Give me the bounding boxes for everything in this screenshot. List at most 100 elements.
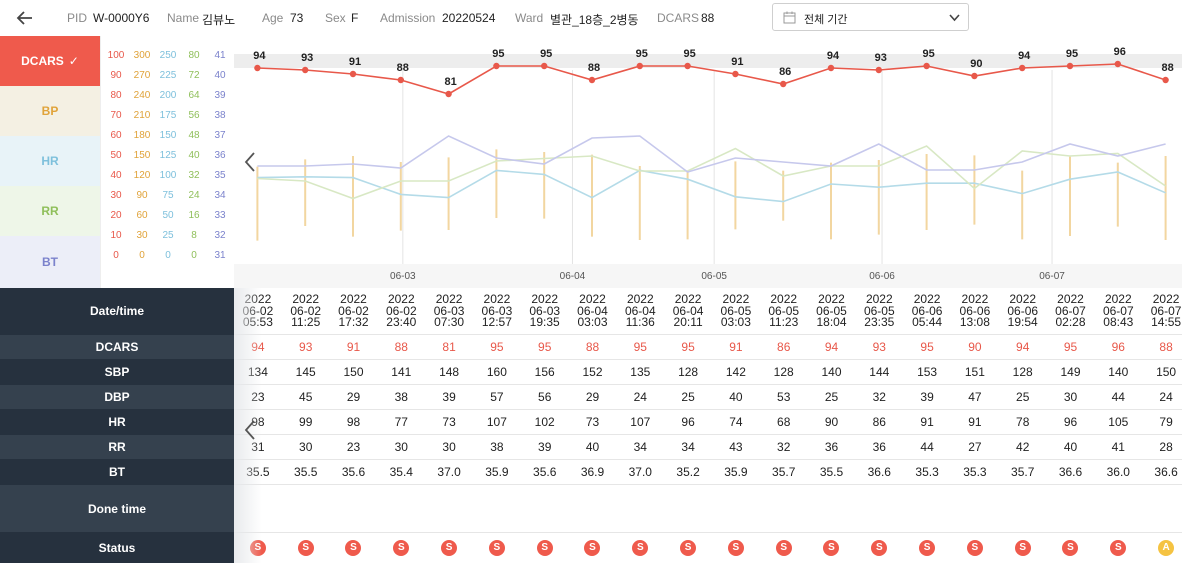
status-badge[interactable]: S xyxy=(441,540,458,556)
scale-tick-dcars: 0 xyxy=(113,250,119,261)
status-badge[interactable]: S xyxy=(919,540,936,556)
status-badge[interactable]: S xyxy=(1014,540,1031,556)
datetime-year: 2022 xyxy=(483,292,511,306)
scale-tick-bp: 180 xyxy=(133,130,151,141)
hr-cell: 105 xyxy=(1108,415,1129,429)
row-label-rr: RR xyxy=(0,435,234,459)
dcars-cell: 95 xyxy=(490,340,504,354)
hr-cell: 74 xyxy=(729,415,743,429)
status-badge[interactable]: S xyxy=(536,540,553,556)
datetime-time: 11:36 xyxy=(625,315,655,329)
dbp-cell: 38 xyxy=(394,390,408,404)
status-badge[interactable]: S xyxy=(584,540,601,556)
hr-cell: 91 xyxy=(920,415,934,429)
status-badge[interactable]: S xyxy=(823,540,840,556)
legend-tab-bt[interactable]: BT xyxy=(0,236,100,288)
status-badge[interactable]: S xyxy=(249,540,266,556)
datetime-time: 11:25 xyxy=(291,315,321,329)
sbp-cell: 152 xyxy=(582,365,603,379)
scale-tick-hr: 75 xyxy=(162,190,174,201)
datetime-date: 06-04 xyxy=(624,303,656,318)
rr-cell: 34 xyxy=(681,440,695,454)
datetime-cell: 2022 06-02 11:25 xyxy=(282,292,330,329)
status-badge[interactable]: S xyxy=(488,540,505,556)
dcars-cell: 81 xyxy=(442,340,456,354)
dbp-cell: 39 xyxy=(920,390,934,404)
datetime-date: 06-03 xyxy=(529,303,561,318)
y-axis-scales: 100 90 80 70 60 50 40 30 20 10 0 300 270 240 210 180 150… xyxy=(100,36,234,288)
table-column: 2022 06-02 23:40 88 141 38 77 30 35.4 S xyxy=(377,288,425,563)
name-label: Name xyxy=(167,11,200,25)
dcars-data-label: 95 xyxy=(492,48,504,60)
table-column: 2022 06-04 20:11 95 128 25 96 34 35.2 S xyxy=(664,288,712,563)
legend-tab-rr[interactable]: RR xyxy=(0,186,100,236)
status-badge[interactable]: S xyxy=(966,540,983,556)
x-tick-label: 06-07 xyxy=(1039,271,1065,282)
status-badge[interactable]: S xyxy=(1110,540,1127,556)
dcars-cell: 96 xyxy=(1111,340,1125,354)
hr-cell: 98 xyxy=(346,415,361,429)
row-label-dbp: DBP xyxy=(0,385,234,409)
check-icon: ✓ xyxy=(68,54,79,68)
scale-tick-rr: 16 xyxy=(188,210,200,221)
status-badge[interactable]: S xyxy=(727,540,744,556)
datetime-date: 06-02 xyxy=(338,303,369,318)
scale-tick-dcars: 90 xyxy=(110,70,122,81)
datetime-year: 2022 xyxy=(292,292,320,306)
scale-tick-hr: 175 xyxy=(159,110,177,121)
dcars-data-label: 86 xyxy=(779,66,791,78)
dcars-point xyxy=(684,62,691,70)
status-badge[interactable]: S xyxy=(345,540,362,556)
scale-tick-dcars: 20 xyxy=(110,210,122,221)
status-badge[interactable]: S xyxy=(775,540,792,556)
table-row-labels: Date/time DCARS SBP DBP HR RR BT Done ti… xyxy=(0,288,234,563)
scale-tick-bt: 36 xyxy=(214,150,226,161)
chart-prev-arrow-icon[interactable] xyxy=(242,150,258,174)
datetime-year: 2022 xyxy=(722,292,750,306)
status-badge[interactable]: S xyxy=(632,540,649,556)
datetime-time: 14:55 xyxy=(1151,315,1182,329)
period-select[interactable]: 전체 기간 xyxy=(772,3,969,31)
datetime-time: 03:03 xyxy=(577,315,608,329)
row-divider xyxy=(234,459,1182,460)
table-prev-arrow-icon[interactable] xyxy=(242,418,258,442)
table-column: 2022 06-03 19:35 95 156 56 102 39 35.6 S xyxy=(521,288,569,563)
name-value: 김뷰노 xyxy=(202,13,236,27)
row-divider xyxy=(234,359,1182,360)
datetime-date: 06-02 xyxy=(290,303,322,318)
datetime-date: 06-03 xyxy=(481,303,513,318)
scale-tick-hr: 200 xyxy=(159,90,177,101)
status-badge[interactable]: A xyxy=(1158,540,1175,556)
status-badge[interactable]: S xyxy=(1062,540,1079,556)
datetime-cell: 2022 06-06 05:44 xyxy=(903,293,951,329)
status-badge[interactable]: S xyxy=(393,540,410,556)
row-label-dcars: DCARS xyxy=(0,335,234,359)
legend-tab-hr-label: HR xyxy=(41,154,59,168)
datetime-date: 06-07 xyxy=(1102,303,1134,318)
hr-cell: 102 xyxy=(534,415,555,429)
bt-cell: 35.9 xyxy=(724,465,748,479)
status-badge[interactable]: S xyxy=(680,540,697,556)
dcars-point xyxy=(875,66,882,74)
status-badge[interactable]: S xyxy=(297,540,314,556)
legend-tab-hr[interactable]: HR xyxy=(0,136,100,186)
datetime-cell: 2022 06-04 03:03 xyxy=(569,293,617,329)
datetime-cell: 2022 06-06 13:08 xyxy=(951,293,999,329)
datetime-year: 2022 xyxy=(674,292,702,306)
legend-tab-bp[interactable]: BP xyxy=(0,86,100,136)
back-arrow-icon[interactable] xyxy=(14,7,36,29)
sbp-cell: 140 xyxy=(1108,365,1129,379)
row-divider xyxy=(234,334,1182,335)
dbp-cell: 24 xyxy=(1159,390,1173,404)
bt-cell: 37.0 xyxy=(437,465,461,479)
datetime-date: 06-06 xyxy=(1007,303,1039,318)
status-badge[interactable]: S xyxy=(871,540,888,556)
scale-tick-bp: 270 xyxy=(133,70,151,81)
dbp-cell: 39 xyxy=(442,390,456,404)
hr-cell: 73 xyxy=(585,415,600,429)
table-column: 2022 06-05 23:35 93 144 32 86 36 36.6 S xyxy=(855,288,903,563)
scale-tick-bp: 300 xyxy=(133,50,151,61)
legend-tab-dcars[interactable]: DCARS ✓ xyxy=(0,36,100,86)
rr-cell: 34 xyxy=(633,440,647,454)
hr-cell: 107 xyxy=(486,415,507,429)
